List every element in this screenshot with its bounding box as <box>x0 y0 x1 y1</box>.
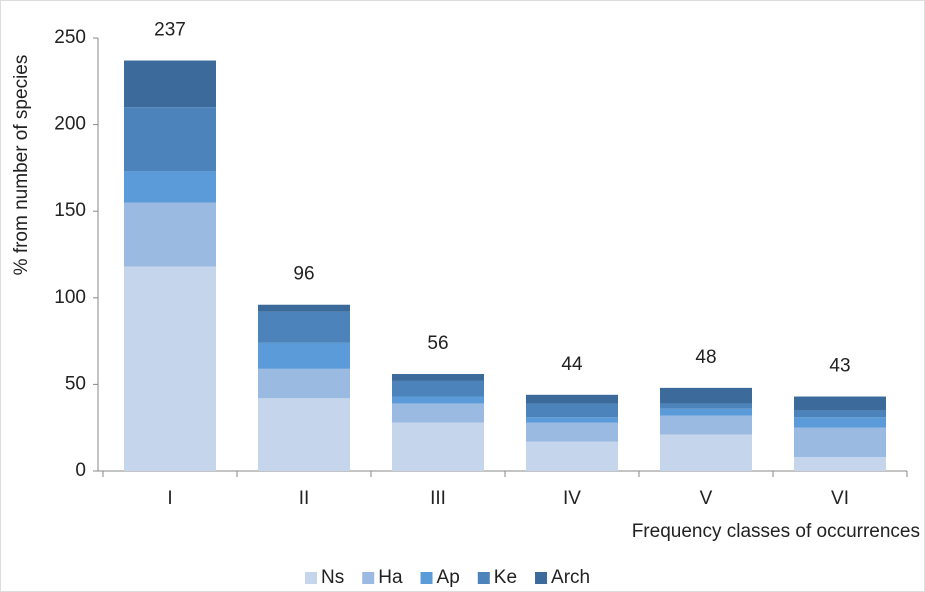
y-tick-label: 150 <box>54 200 86 221</box>
total-label: 56 <box>427 333 448 354</box>
y-tick-label: 0 <box>75 460 86 481</box>
bar-segment <box>526 441 618 471</box>
bar-segment <box>794 457 886 471</box>
bar-segment <box>794 410 886 418</box>
x-tick-label: IV <box>563 488 581 509</box>
x-axis-title: Frequency classes of occurrences <box>632 521 920 542</box>
y-tick-label: 250 <box>54 27 86 48</box>
legend-swatch <box>420 572 433 584</box>
bar-segment <box>392 374 484 381</box>
bar-segment <box>258 368 350 399</box>
bar-segment <box>660 403 752 409</box>
bar-segment <box>258 311 350 343</box>
bar-segment <box>258 304 350 312</box>
bar-segment <box>392 396 484 404</box>
bar-segment <box>258 342 350 369</box>
bar-segment <box>526 394 618 404</box>
bar-segment <box>392 403 484 423</box>
bar-segment <box>124 171 216 203</box>
y-axis-title: % from number of species <box>11 55 32 276</box>
x-tick-label: V <box>700 488 713 509</box>
legend-label: Arch <box>551 567 590 588</box>
x-tick-label: I <box>167 488 172 509</box>
bar-segment <box>660 408 752 416</box>
bar-segment <box>794 427 886 458</box>
x-tick-label: III <box>430 488 446 509</box>
bar-segment <box>794 417 886 428</box>
bar-segment <box>258 398 350 471</box>
legend-swatch <box>305 572 317 584</box>
y-tick-label: 50 <box>65 373 86 394</box>
bar-segment <box>124 60 216 108</box>
x-tick-label: VI <box>831 488 849 509</box>
y-tick-label: 200 <box>54 114 86 135</box>
bar-segment <box>124 266 216 471</box>
total-label: 43 <box>829 356 850 377</box>
bar-segment <box>392 422 484 471</box>
total-label: 96 <box>293 264 314 285</box>
bar-segment <box>526 417 618 423</box>
bar-segment <box>660 415 752 435</box>
total-label: 44 <box>561 354 583 375</box>
bar-segment <box>392 380 484 397</box>
total-label: 237 <box>154 20 186 41</box>
legend-label: Ha <box>378 567 403 588</box>
legend-label: Ke <box>494 567 517 588</box>
legend-swatch <box>535 572 548 584</box>
bar-segment <box>526 403 618 418</box>
total-label: 48 <box>695 347 716 368</box>
bar-segment <box>794 396 886 411</box>
legend-label: Ap <box>437 567 460 588</box>
y-tick-label: 100 <box>54 287 86 308</box>
legend-label: Ns <box>321 567 344 588</box>
legend-swatch <box>477 572 490 584</box>
x-tick-label: II <box>299 488 310 509</box>
bar-segment <box>124 107 216 172</box>
bar-segment <box>660 387 752 404</box>
bar-segment <box>124 202 216 267</box>
bar-segment <box>526 422 618 442</box>
legend-swatch <box>362 572 375 584</box>
bar-segment <box>660 434 752 471</box>
